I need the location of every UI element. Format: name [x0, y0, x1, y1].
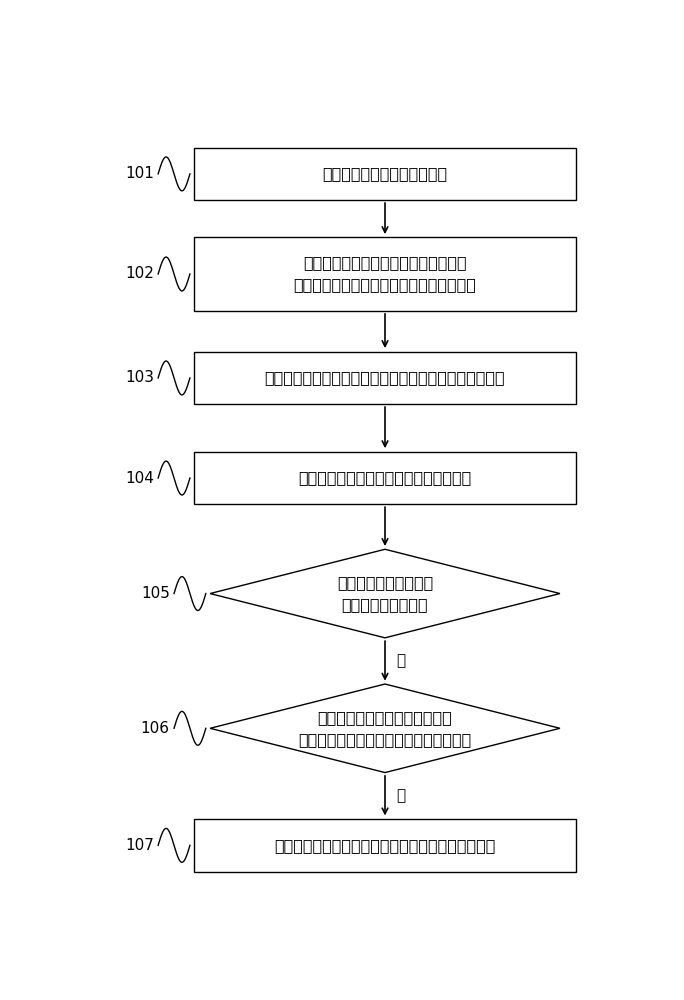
Text: 判断第一角度差值是否
在角度差阈值范围内: 判断第一角度差值是否 在角度差阈值范围内	[337, 575, 433, 612]
Polygon shape	[210, 684, 560, 773]
FancyBboxPatch shape	[194, 452, 576, 504]
Polygon shape	[210, 549, 560, 638]
Text: 确定永磁同步电机的转子在启动阶段的
第一时间的关于假定旋转坐标系的假定角度: 确定永磁同步电机的转子在启动阶段的 第一时间的关于假定旋转坐标系的假定角度	[293, 255, 477, 293]
Text: 105: 105	[141, 586, 170, 601]
Text: 107: 107	[125, 838, 154, 853]
Text: 计算假定角度和实际角度的第一角度差值: 计算假定角度和实际角度的第一角度差值	[298, 471, 472, 486]
FancyBboxPatch shape	[194, 237, 576, 311]
FancyBboxPatch shape	[194, 819, 576, 872]
Text: 106: 106	[141, 721, 170, 736]
Text: 判断第一角度差值在角度差阈值
范围内的第一持续时间是否大于时间阈值: 判断第一角度差值在角度差阈值 范围内的第一持续时间是否大于时间阈值	[298, 710, 472, 747]
Text: 是: 是	[397, 653, 406, 668]
Text: 104: 104	[125, 471, 154, 486]
Text: 确定在第一时间将永磁同步电机切换至闭环控制状态: 确定在第一时间将永磁同步电机切换至闭环控制状态	[274, 838, 496, 853]
Text: 101: 101	[125, 166, 154, 181]
Text: 是: 是	[397, 788, 406, 803]
Text: 103: 103	[125, 370, 154, 385]
FancyBboxPatch shape	[194, 352, 576, 404]
FancyBboxPatch shape	[194, 148, 576, 200]
Text: 102: 102	[125, 266, 154, 282]
Text: 获取在第一时间下转子的关于实际旋转坐标系的实际角度: 获取在第一时间下转子的关于实际旋转坐标系的实际角度	[265, 370, 505, 385]
Text: 基于单电流环输入来启动转子: 基于单电流环输入来启动转子	[322, 166, 447, 181]
